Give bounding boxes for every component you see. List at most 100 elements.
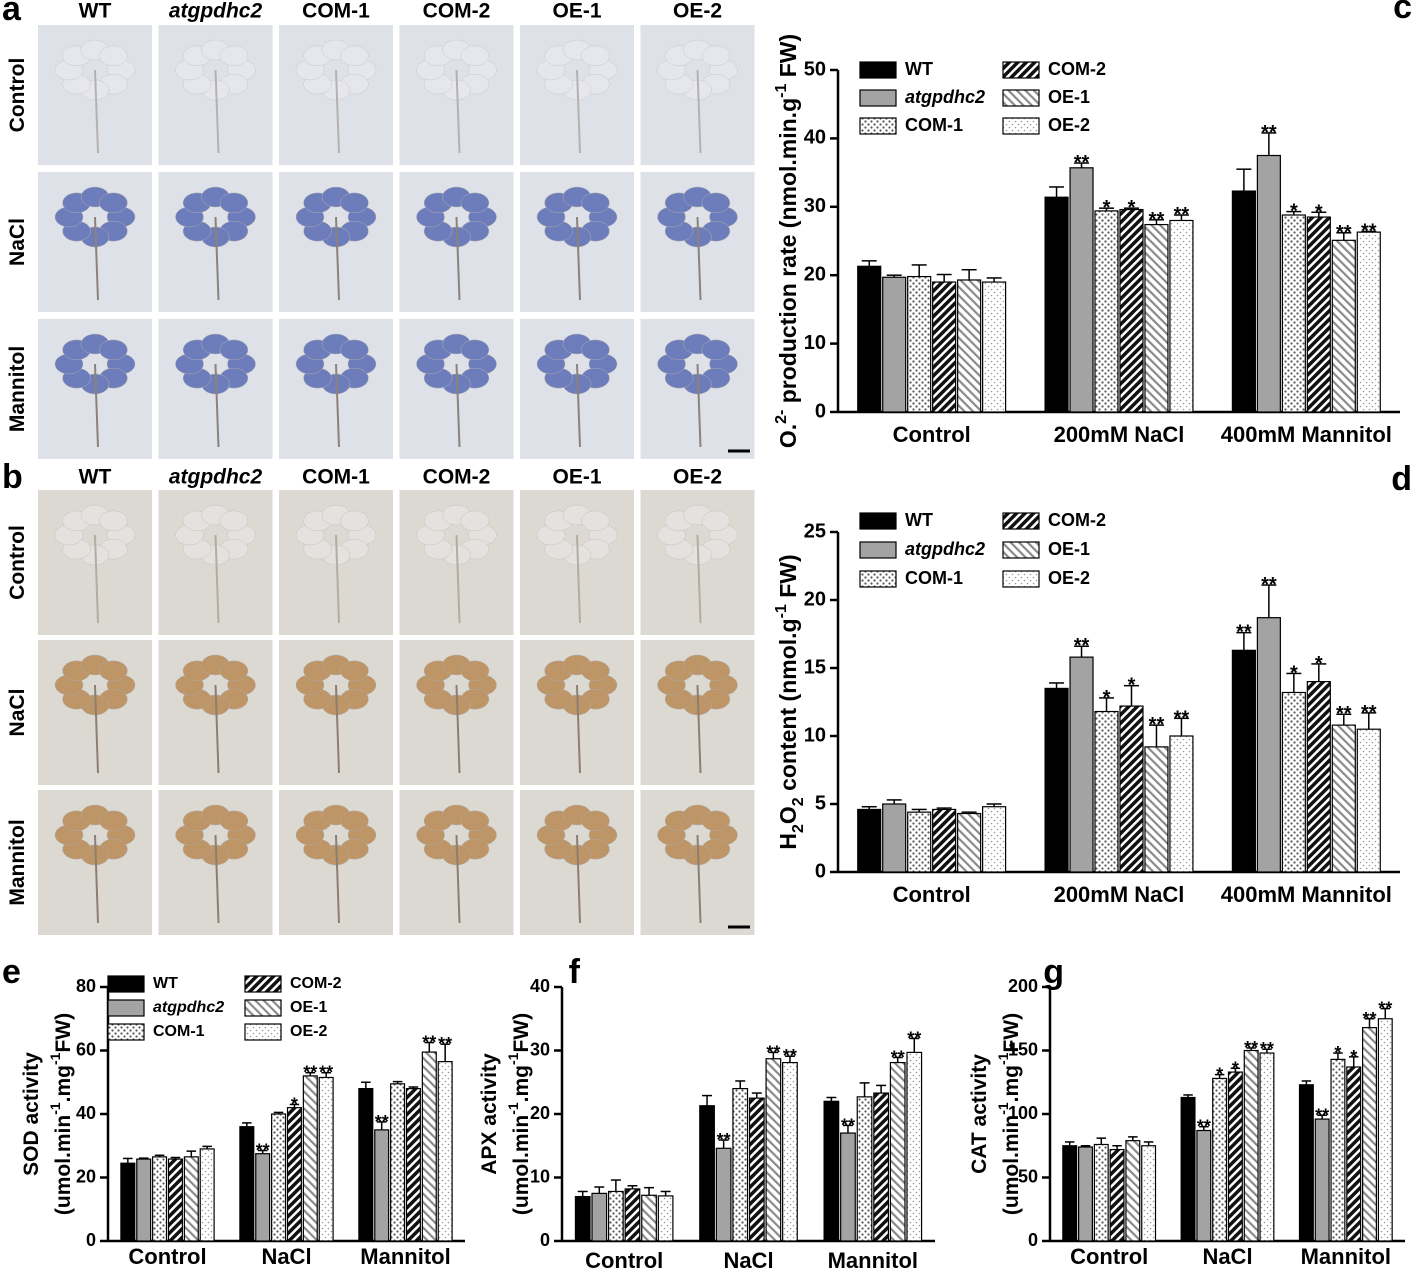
bar: [882, 276, 907, 413]
plant: [416, 39, 497, 154]
y-axis-label: SOD activity: [20, 1052, 43, 1176]
bar: [1356, 231, 1381, 413]
plant: [536, 39, 618, 154]
legend-swatch: [859, 512, 897, 530]
bar: [1144, 223, 1169, 413]
bar: [1196, 1129, 1212, 1242]
row-label: Control: [6, 58, 29, 133]
plant: [536, 333, 618, 448]
legend-swatch: [244, 999, 282, 1017]
panel-letter: d: [1391, 460, 1412, 498]
significance-label: *: [1315, 653, 1323, 675]
significance-label: **: [717, 1130, 731, 1150]
legend-label: atgpdhc2: [153, 999, 224, 1016]
photo: [640, 25, 755, 165]
bar: [271, 1113, 287, 1242]
bar: [152, 1156, 168, 1242]
bar: [1231, 649, 1256, 873]
x-tick-label: 200mM NaCl: [1054, 422, 1185, 447]
photo: [279, 490, 393, 635]
bar: [302, 1075, 318, 1242]
bar: [1356, 728, 1381, 873]
plant: [536, 186, 618, 301]
photo: [38, 490, 152, 635]
column-header: OE-1: [552, 466, 601, 489]
y-label-part: -1: [773, 604, 790, 618]
photo: [399, 490, 514, 635]
legend-swatch: [859, 61, 897, 79]
legend-label: WT: [905, 59, 933, 79]
bar: [882, 803, 907, 873]
bar: [120, 1162, 136, 1242]
legend-swatch: [244, 1023, 282, 1041]
plant: [416, 654, 497, 774]
significance-label: **: [1149, 714, 1165, 736]
bar: [932, 808, 957, 873]
photo: [520, 490, 634, 635]
bar: [1044, 196, 1069, 413]
x-tick-label: Mannitol: [360, 1244, 450, 1269]
bar: [286, 1107, 302, 1242]
bar: [1259, 1052, 1275, 1242]
bar: [715, 1147, 732, 1242]
significance-label: *: [1315, 201, 1323, 223]
plant: [175, 39, 256, 154]
plant: [54, 39, 136, 154]
y-label-part: -1: [995, 1102, 1011, 1115]
significance-label: *: [1290, 201, 1298, 223]
x-tick-label: NaCl: [261, 1244, 311, 1269]
bar: [765, 1058, 782, 1242]
y-label-part: -1: [47, 1052, 63, 1065]
bar: [1144, 746, 1169, 873]
plant: [175, 186, 256, 301]
y-tick-label: 50: [804, 58, 826, 80]
bar: [1306, 216, 1331, 413]
y-tick-label: 10: [804, 332, 826, 354]
significance-label: *: [1216, 1065, 1223, 1085]
photo: [158, 490, 273, 635]
y-label-part: .mg: [1000, 1065, 1023, 1102]
legend-label: OE-2: [1048, 115, 1090, 135]
bar: [255, 1153, 271, 1242]
column-header: WT: [79, 466, 112, 489]
y-label-part: FW): [510, 1013, 533, 1053]
significance-label: *: [1232, 1058, 1239, 1078]
bar: [183, 1156, 199, 1242]
y-label-part: FW): [1000, 1013, 1023, 1053]
bar: [1125, 1140, 1141, 1242]
y-label-part: SOD activity: [20, 1052, 43, 1176]
plant: [416, 186, 497, 301]
plant: [416, 333, 497, 448]
significance-label: *: [1103, 197, 1111, 219]
significance-label: **: [303, 1063, 317, 1083]
plant: [295, 804, 377, 924]
significance-label: **: [1315, 1105, 1329, 1125]
significance-label: *: [1128, 675, 1136, 697]
significance-label: **: [766, 1042, 780, 1062]
y-label-part: APX activity: [478, 1053, 501, 1175]
significance-label: **: [841, 1115, 855, 1135]
bar: [1094, 210, 1119, 413]
plant: [295, 333, 377, 448]
panel-letter: c: [1393, 0, 1412, 26]
plant: [295, 186, 377, 301]
legend-label: atgpdhc2: [905, 87, 985, 107]
legend-swatch: [1002, 512, 1040, 530]
significance-label: **: [891, 1047, 905, 1067]
bar: [1231, 190, 1256, 413]
bar: [732, 1087, 749, 1242]
significance-label: **: [1336, 703, 1352, 725]
y-label-part: 2: [790, 824, 807, 833]
y-tick-label: 0: [815, 400, 826, 422]
plant: [175, 333, 256, 448]
y-tick-label: 15: [804, 656, 826, 678]
significance-label: **: [256, 1141, 270, 1161]
bar: [1243, 1049, 1259, 1242]
y-tick-label: 20: [76, 1166, 96, 1186]
legend-label: WT: [905, 510, 933, 530]
column-header: COM-2: [423, 0, 491, 23]
panel-letter: e: [2, 953, 21, 991]
y-label-part: O.: [775, 424, 801, 448]
column-header: COM-2: [423, 466, 491, 489]
